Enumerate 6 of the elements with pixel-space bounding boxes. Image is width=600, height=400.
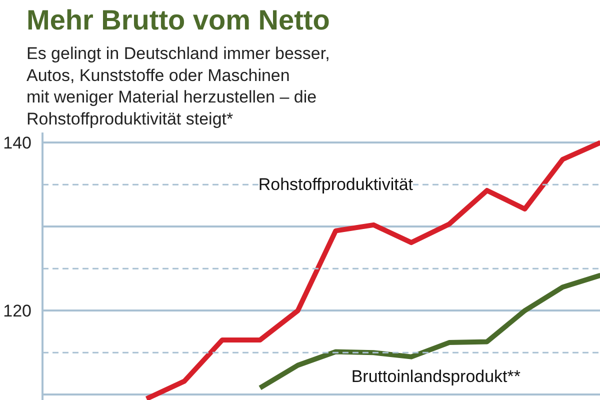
- text: Rohstoffproduktivität: [258, 174, 414, 194]
- series-label: Bruttoinlandsprodukt**: [351, 366, 521, 386]
- y-tick-label: 120: [3, 302, 32, 321]
- chart-subtitle: Es gelingt in Deutschland immer besser, Autos, Kunststoffe oder Maschinen mit weniger Material herzustellen – die Rohstoffproduktivität steigt*: [26, 44, 330, 128]
- y-tick-label: 140: [3, 134, 32, 153]
- chart-title: Mehr Brutto vom Netto: [26, 4, 330, 36]
